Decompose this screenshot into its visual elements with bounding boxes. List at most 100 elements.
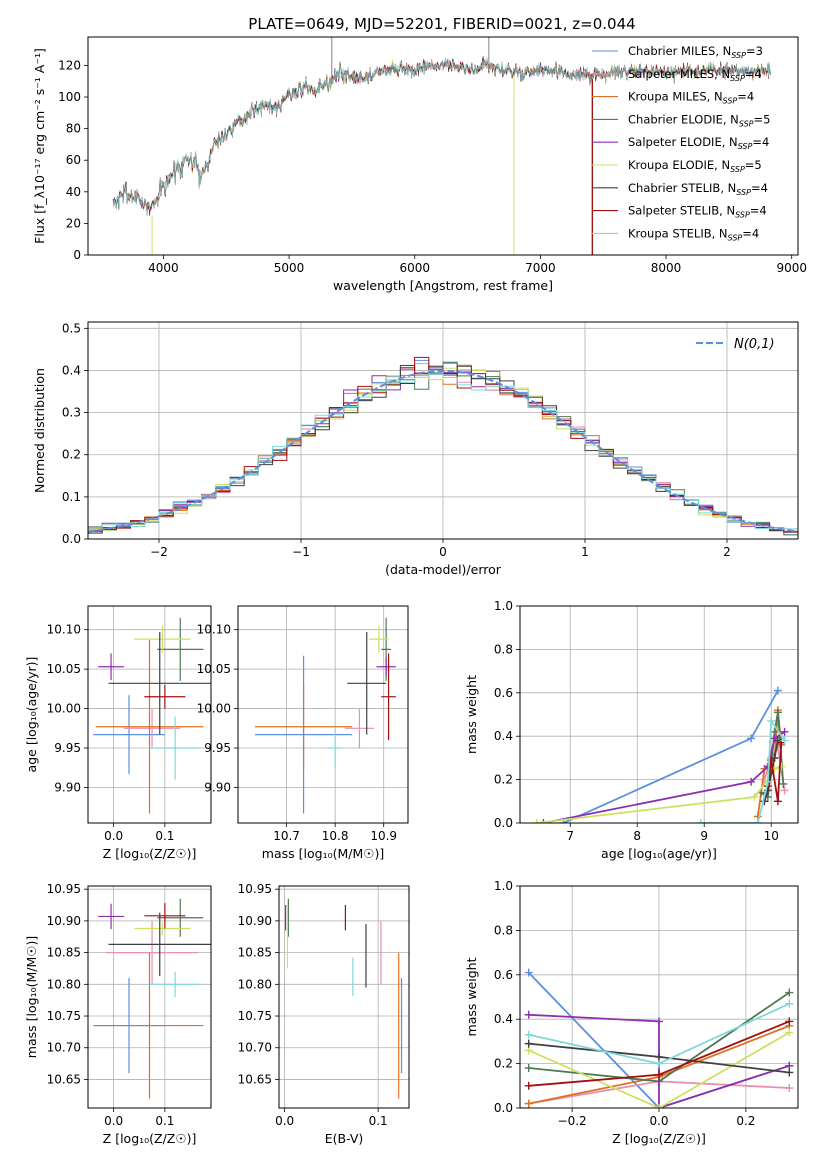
axes-frame xyxy=(87,885,212,1109)
y-tick-label: 0.2 xyxy=(494,773,513,787)
axes-frame xyxy=(87,605,212,824)
errorbar-point xyxy=(144,684,186,709)
panel-weight-vs-age: 7 8 9 10 0.0 0.2 0.4 0.6 0.8 1.0 age [log₁₀(age/yr… xyxy=(464,599,799,861)
series-line xyxy=(563,690,779,823)
x-tick-label: 0.1 xyxy=(369,1114,388,1128)
series-marker xyxy=(524,1010,533,1019)
x-tick-label: 7000 xyxy=(525,261,556,275)
y-tick-label: 20 xyxy=(66,216,81,230)
legend-entry: Salpeter STELIB, NSSP=4 xyxy=(628,204,767,220)
panel-mass-vs-ebv: 0.0 0.1 10.65 10.70 10.75 10.80 10.85 10.90 10.9… xyxy=(238,882,410,1146)
series-marker xyxy=(777,762,786,771)
legend-entry: Chabrier STELIB, NSSP=4 xyxy=(628,181,768,197)
series-marker xyxy=(763,777,772,786)
legend-entry: Salpeter ELODIE, NSSP=4 xyxy=(628,135,769,151)
series-marker xyxy=(780,786,789,795)
axes-frame xyxy=(519,605,799,824)
errorbar-point xyxy=(144,903,186,929)
x-tick-label: 10.7 xyxy=(273,829,300,843)
y-tick-label: 0.2 xyxy=(494,1057,513,1071)
y-tick-label: 10.90 xyxy=(47,914,81,928)
y-tick-label: 60 xyxy=(66,153,81,167)
y-tick-label: 0.0 xyxy=(494,1101,513,1115)
x-tick-label: 10.8 xyxy=(322,829,349,843)
y-tick-label: 0.3 xyxy=(62,406,81,420)
axes-frame xyxy=(87,321,799,540)
panel-age-vs-mass: 10.7 10.8 10.9 9.90 9.95 10.00 10.05 10.10 mass … xyxy=(197,605,409,861)
series-marker xyxy=(779,779,788,788)
y-tick-label: 0.8 xyxy=(494,923,513,937)
plot-area xyxy=(255,617,396,814)
y-tick-label: 0.2 xyxy=(62,448,81,462)
plot-area xyxy=(524,968,794,1108)
series-marker xyxy=(524,1064,533,1073)
y-tick-label: 0.0 xyxy=(62,532,81,546)
y-tick-label: 10.80 xyxy=(47,977,81,991)
series-marker xyxy=(696,819,705,823)
y-tick-label: 10.75 xyxy=(238,1009,272,1023)
x-axis-label: mass [log₁₀(M/M☉)] xyxy=(262,846,384,861)
figure-title: PLATE=0649, MJD=52201, FIBERID=0021, z=0… xyxy=(248,15,635,33)
series-line xyxy=(536,765,782,823)
y-tick-label: 9.90 xyxy=(54,780,81,794)
panel-residuals: −2 −1 0 1 2 0.0 0.1 0.2 0.3 0.4 0.5 (data-model)/er… xyxy=(32,321,799,577)
x-tick-label: −2 xyxy=(150,545,168,559)
y-tick-label: 10.85 xyxy=(47,946,81,960)
y-axis-label: age [log₁₀(age/yr)] xyxy=(24,657,39,773)
errorbar-point xyxy=(98,903,124,930)
legend-label: Salpeter STELIB, N xyxy=(628,204,735,218)
x-axis-label: Z [log₁₀(Z/Z☉)] xyxy=(103,1131,197,1146)
x-tick-label: 0.0 xyxy=(649,1114,668,1128)
legend-label: Kroupa MILES, N xyxy=(628,90,723,104)
errorbar-point xyxy=(95,952,204,1099)
errorbar-point xyxy=(149,971,201,997)
errorbar-point xyxy=(93,695,165,775)
y-tick-label: 10.95 xyxy=(47,882,81,896)
errorbar-point xyxy=(327,728,343,768)
y-tick-label: 0.4 xyxy=(494,1012,513,1026)
y-tick-label: 0.5 xyxy=(62,321,81,335)
y-tick-label: 10.65 xyxy=(238,1072,272,1086)
legend-suffix: =5 xyxy=(754,112,771,126)
y-tick-label: 0.8 xyxy=(494,642,513,656)
legend-label: Salpeter ELODIE, N xyxy=(628,135,738,149)
y-tick-label: 0.6 xyxy=(494,686,513,700)
y-axis-label: mass [log₁₀(M/M☉)] xyxy=(24,936,39,1058)
axes-frame xyxy=(278,885,410,1109)
series-marker xyxy=(773,686,782,695)
legend-subscript: SSP xyxy=(735,211,750,220)
series-marker xyxy=(655,1017,663,1026)
x-tick-label: 10.9 xyxy=(370,829,397,843)
series-marker xyxy=(524,1081,533,1090)
x-tick-label: 10 xyxy=(764,829,779,843)
legend-suffix: =4 xyxy=(751,181,768,195)
legend-label: Kroupa STELIB, N xyxy=(628,226,728,240)
axes-frame xyxy=(87,36,799,256)
y-axis-label: mass weight xyxy=(464,675,479,754)
legend-suffix: =4 xyxy=(745,67,762,81)
series-marker xyxy=(780,727,789,736)
x-tick-label: 2 xyxy=(723,545,731,559)
normal-curve xyxy=(88,369,798,533)
errorbar-point xyxy=(255,683,353,771)
y-tick-label: 10.05 xyxy=(47,662,81,676)
plot-area xyxy=(93,617,211,814)
series-marker xyxy=(785,1017,794,1026)
legend-suffix: =4 xyxy=(742,226,759,240)
x-tick-label: 0.0 xyxy=(104,1114,123,1128)
y-tick-label: 120 xyxy=(58,58,81,72)
y-tick-label: 10.75 xyxy=(47,1009,81,1023)
y-tick-label: 0.1 xyxy=(62,490,81,504)
x-tick-label: 7 xyxy=(566,829,574,843)
legend-suffix: =5 xyxy=(745,158,762,172)
y-tick-label: 100 xyxy=(58,90,81,104)
y-tick-label: 9.95 xyxy=(54,741,81,755)
y-tick-label: 80 xyxy=(66,122,81,136)
x-tick-label: −0.2 xyxy=(558,1114,587,1128)
x-tick-label: −1 xyxy=(292,545,310,559)
x-axis-label: wavelength [Angstrom, rest frame] xyxy=(333,278,553,293)
y-tick-label: 10.80 xyxy=(238,977,272,991)
series-marker xyxy=(655,1104,663,1108)
